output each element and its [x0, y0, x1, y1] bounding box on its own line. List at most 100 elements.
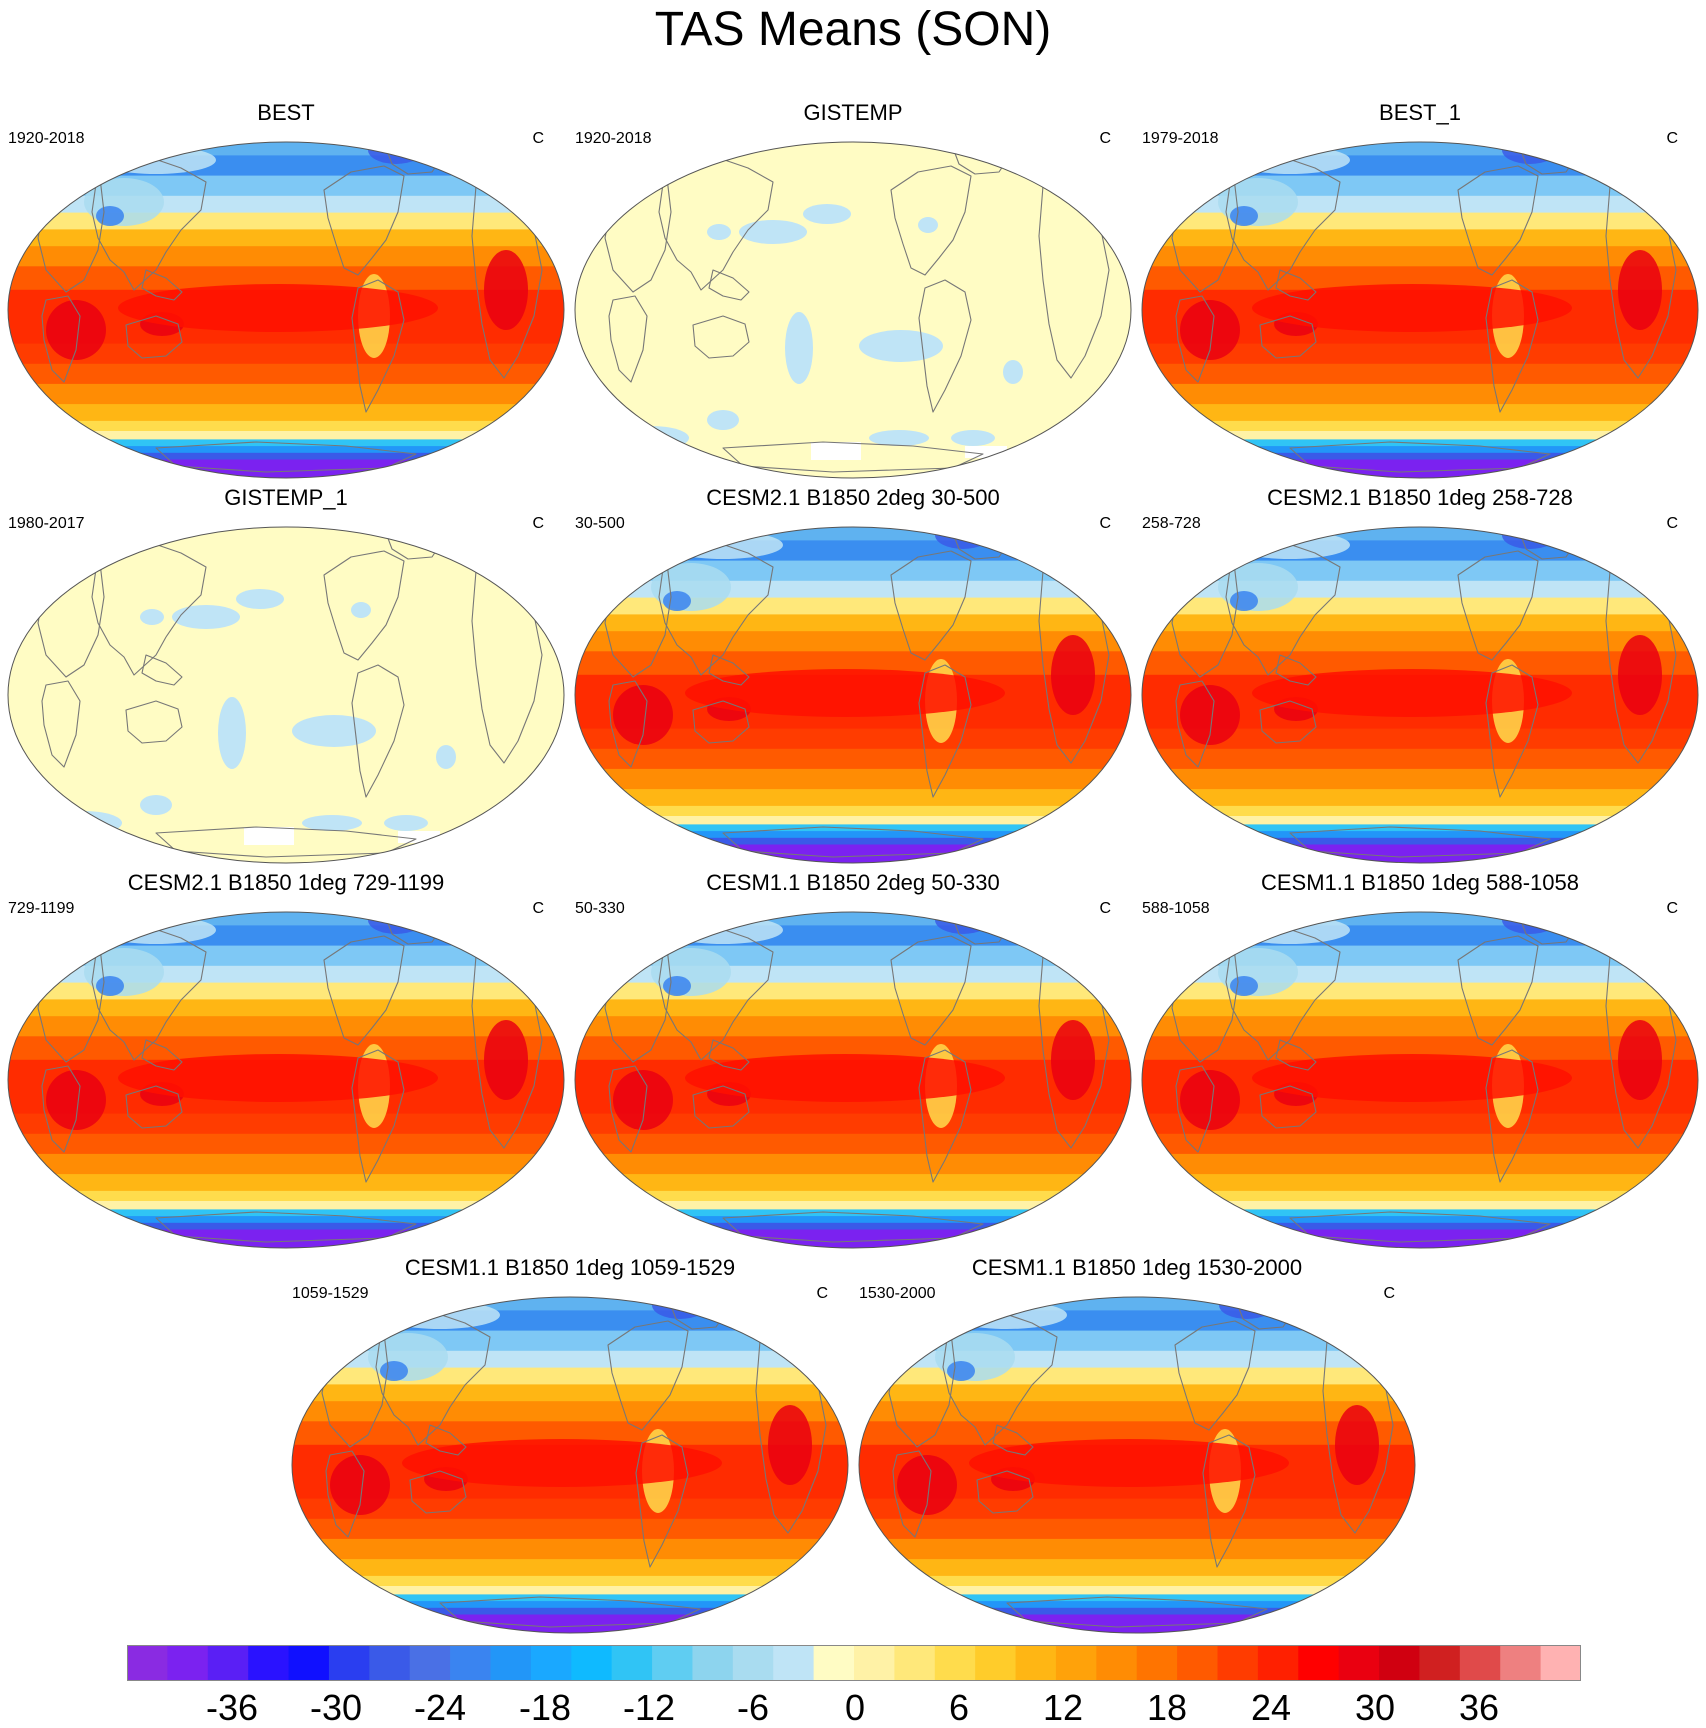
missing-data-region [244, 827, 294, 845]
colorbar-box [1055, 1645, 1097, 1681]
panel-units: C [1099, 515, 1111, 532]
colorbar-box [1177, 1645, 1218, 1681]
colorbar-box [369, 1645, 411, 1681]
coastline [1485, 664, 1539, 798]
coastline [1259, 315, 1317, 359]
coastline [1225, 540, 1341, 676]
temperature-band [8, 363, 564, 385]
panel-units: C [1099, 130, 1111, 147]
temperature-band [1142, 1229, 1698, 1248]
temperature-feature [1180, 300, 1240, 360]
coastline [155, 1211, 417, 1243]
temperature-feature [368, 912, 424, 934]
temperature-band [859, 1601, 1415, 1609]
world-map [7, 911, 565, 1249]
temperature-band [292, 1310, 848, 1332]
coastline [708, 269, 750, 301]
temperature-band [575, 1216, 1131, 1224]
temperature-feature [1252, 284, 1572, 332]
temperature-band [1142, 155, 1698, 177]
colorbar-box [611, 1645, 653, 1681]
colorbar-box [248, 1645, 290, 1681]
temperature-band [575, 527, 1131, 541]
temperature-feature [84, 948, 164, 996]
coastline [952, 527, 1012, 560]
coastline [918, 279, 972, 413]
temperature-band [575, 1016, 1131, 1037]
coastline [91, 540, 207, 676]
coastline [125, 1085, 183, 1129]
temperature-feature [1252, 1054, 1572, 1102]
coastline [658, 925, 774, 1061]
temperature-feature [1218, 948, 1298, 996]
coastline [351, 664, 405, 798]
coastline [385, 912, 445, 945]
temperature-feature [685, 669, 1005, 717]
colorbar-box [1015, 1645, 1057, 1681]
colorbar-tick-label: 18 [1146, 1687, 1188, 1728]
temperature-band [1142, 982, 1698, 1000]
temperature-band [859, 1367, 1415, 1385]
world-map [7, 141, 565, 479]
colorbar-tick-label: 30 [1354, 1687, 1396, 1728]
temperature-band [859, 1575, 1415, 1587]
temperature-band [1142, 1016, 1698, 1037]
coastline [1006, 1596, 1268, 1628]
colorbar-box [167, 1645, 209, 1681]
colorbar-box [894, 1645, 936, 1681]
temperature-feature [46, 1070, 106, 1130]
coastline [892, 1450, 932, 1538]
coastline [1225, 155, 1341, 291]
colorbar-tick-label: -30 [309, 1687, 363, 1728]
colorbar-box [1379, 1645, 1420, 1681]
coastline [155, 826, 417, 858]
temperature-feature [613, 1070, 673, 1130]
temperature-band [1142, 404, 1698, 422]
coastline [1457, 935, 1539, 1046]
temperature-feature [1618, 250, 1662, 330]
coastline [658, 155, 774, 291]
coastline [351, 279, 405, 413]
temperature-feature [969, 1439, 1289, 1487]
anomaly-region [46, 811, 122, 835]
colorbar-box [692, 1645, 734, 1681]
temperature-band [575, 1190, 1131, 1202]
temperature-band [575, 789, 1131, 807]
coastline [722, 826, 984, 858]
missing-data-region [811, 442, 861, 460]
anomaly-region [1003, 360, 1023, 384]
colorbar-tick-label: 6 [948, 1687, 970, 1728]
colorbar-tick-label: 12 [1042, 1687, 1084, 1728]
map-panel: CESM1.1 B1850 1deg 1059-1529 1059-1529 C [290, 1255, 850, 1635]
temperature-feature [96, 206, 124, 226]
coastline [125, 700, 183, 744]
colorbar-box [1217, 1645, 1259, 1681]
colorbar-box [450, 1645, 491, 1681]
panel-period: 1980-2017 [8, 515, 85, 532]
temperature-band [8, 1201, 564, 1210]
temperature-band [8, 383, 564, 405]
colorbar-box [1338, 1645, 1380, 1681]
coastline [890, 165, 972, 276]
temperature-band [1142, 343, 1698, 365]
temperature-feature [84, 178, 164, 226]
temperature-band [8, 459, 564, 478]
coastline [1236, 1297, 1296, 1330]
temperature-band [1142, 420, 1698, 432]
temperature-band [1142, 597, 1698, 615]
anomaly-region [436, 745, 456, 769]
world-map [1141, 141, 1699, 479]
world-map [7, 526, 565, 864]
temperature-feature [1180, 1070, 1240, 1130]
panel-period: 1059-1529 [292, 1285, 369, 1302]
coastline [952, 142, 1012, 175]
map-outline [858, 1296, 1416, 1634]
temperature-band [8, 1222, 564, 1231]
temperature-band [8, 999, 564, 1017]
coastline [1519, 142, 1579, 175]
temperature-band [575, 1133, 1131, 1155]
colorbar-box [530, 1645, 572, 1681]
coastline [1485, 279, 1539, 413]
temperature-feature [935, 527, 991, 549]
temperature-band [8, 1016, 564, 1037]
